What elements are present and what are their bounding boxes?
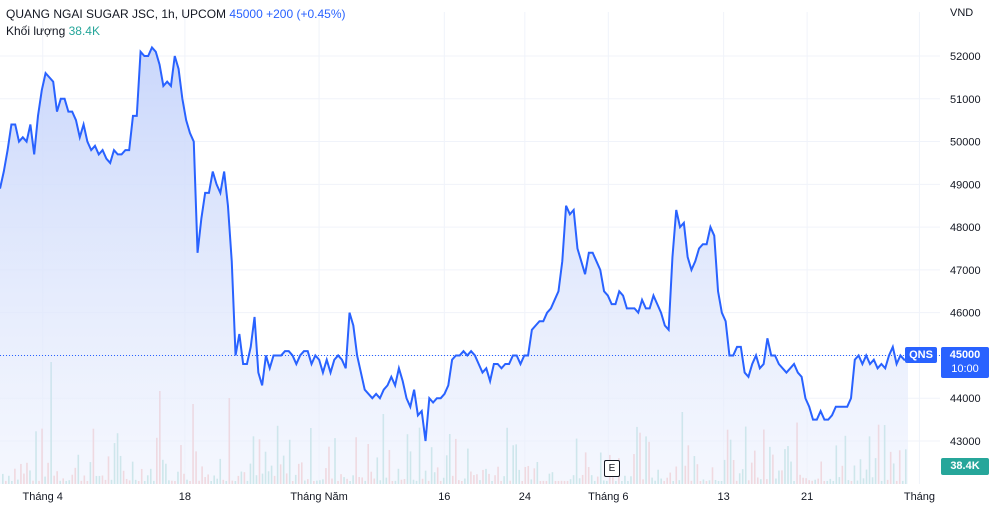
x-tick-label: Tháng Năm <box>290 491 347 503</box>
x-axis-ticks: Tháng 4 18 Tháng Năm 16 24 Tháng 6 13 21 Tháng <box>23 491 935 503</box>
price-change: +200 (+0.45%) <box>266 7 346 21</box>
symbol-title: QUANG NGAI SUGAR JSC, 1h, UPCOM <box>6 7 227 21</box>
y-tick-label: 51000 <box>950 94 981 106</box>
y-tick-label: 46000 <box>950 308 981 320</box>
countdown-value: 10:00 <box>951 363 979 375</box>
x-tick-label: 24 <box>519 491 531 503</box>
currency-label: VND <box>950 7 974 19</box>
chart-legend: QUANG NGAI SUGAR JSC, 1h, UPCOM 45000 +2… <box>6 6 346 40</box>
x-tick-label: 18 <box>179 491 191 503</box>
y-axis-ticks: 43000 44000 46000 47000 48000 49000 50000 51000… <box>950 51 981 448</box>
price-badge-value: 45000 <box>949 349 981 361</box>
volume-value: 38.4K <box>68 24 100 38</box>
x-tick-label: Tháng 4 <box>23 491 63 503</box>
y-tick-label: 47000 <box>950 265 981 277</box>
y-tick-label: 43000 <box>950 436 981 448</box>
x-tick-label: 21 <box>801 491 813 503</box>
x-tick-label: Tháng 6 <box>588 491 628 503</box>
volume-badge: 38.4K <box>941 458 989 475</box>
price-area <box>0 47 908 484</box>
y-tick-label: 52000 <box>950 51 981 63</box>
price-badge: 45000 10:00 <box>941 347 989 378</box>
y-tick-label: 50000 <box>950 137 981 149</box>
y-tick-label: 44000 <box>950 393 981 405</box>
volume-label: Khối lượng <box>6 24 66 38</box>
y-tick-label: 48000 <box>950 222 981 234</box>
y-tick-label: 49000 <box>950 179 981 191</box>
earnings-button[interactable]: E <box>604 460 620 477</box>
last-price: 45000 <box>229 7 263 21</box>
symbol-badge: QNS <box>905 347 937 363</box>
x-tick-label: 16 <box>438 491 450 503</box>
x-tick-label: Tháng <box>904 491 935 503</box>
price-line <box>0 45 908 442</box>
x-tick-label: 13 <box>718 491 730 503</box>
